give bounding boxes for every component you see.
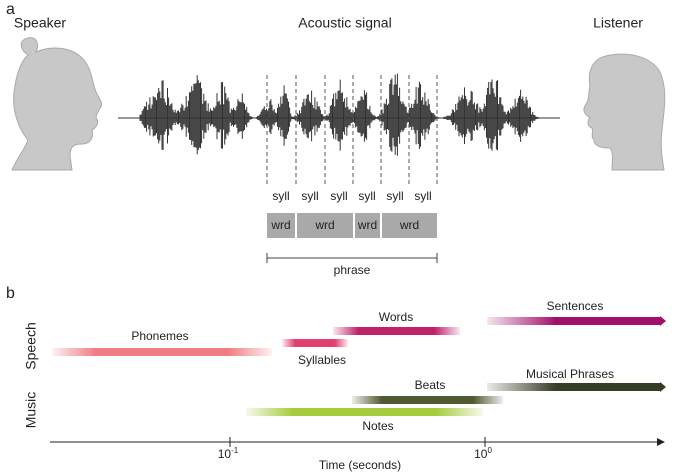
syllable-label: syll bbox=[330, 189, 347, 203]
bar-arrow bbox=[660, 382, 666, 392]
signal-label: Acoustic signal bbox=[298, 15, 391, 31]
timescale-bar bbox=[487, 317, 660, 325]
group-label: Speech bbox=[23, 322, 39, 369]
syllable-label: syll bbox=[414, 189, 431, 203]
speaker-head bbox=[11, 37, 103, 171]
word-label: wrd bbox=[357, 218, 377, 232]
word-label: wrd bbox=[270, 218, 290, 232]
segmentation: syll syll syll syll syll syll wrd wrd wrd wrd bbox=[266, 75, 438, 238]
timescale-label: Words bbox=[379, 310, 413, 324]
syllable-label: syll bbox=[358, 189, 375, 203]
timescale-label: Notes bbox=[362, 419, 393, 433]
x-tick-label: 100 bbox=[474, 446, 492, 461]
timescale-label: Phonemes bbox=[131, 329, 188, 343]
timescale-label: Syllables bbox=[298, 353, 346, 367]
syllable-label: syll bbox=[386, 189, 403, 203]
tick-base: 10 bbox=[474, 447, 488, 461]
speaker-label: Speaker bbox=[14, 15, 66, 31]
x-axis-label: Time (seconds) bbox=[319, 458, 401, 472]
waveform bbox=[118, 73, 560, 156]
timescale-bar bbox=[333, 327, 460, 335]
bar-arrow bbox=[660, 316, 666, 326]
group-label: Music bbox=[23, 392, 39, 429]
syllable-label: syll bbox=[301, 189, 318, 203]
word-box bbox=[267, 213, 295, 238]
timescale-label: Sentences bbox=[547, 299, 604, 313]
timescale-label: Beats bbox=[415, 378, 446, 392]
word-label: wrd bbox=[314, 218, 334, 232]
tick-exp: -1 bbox=[231, 446, 239, 455]
timescale-bar bbox=[282, 339, 348, 347]
timescale-bar bbox=[352, 396, 503, 404]
tick-base: 10 bbox=[218, 447, 232, 461]
timescales: Phonemes Syllables Words Sentences Beats Musi… bbox=[52, 299, 666, 433]
panel-label: b bbox=[6, 285, 15, 302]
word-label: wrd bbox=[399, 218, 419, 232]
x-tick-label: 10-1 bbox=[218, 446, 239, 461]
signal bbox=[139, 73, 540, 156]
timescale-bar bbox=[52, 348, 272, 356]
phrase-label: phrase bbox=[334, 263, 371, 277]
tick-exp: 0 bbox=[487, 446, 492, 455]
listener-head bbox=[583, 53, 666, 171]
syllable-label: syll bbox=[272, 189, 289, 203]
listener-label: Listener bbox=[593, 15, 643, 31]
word-box bbox=[382, 213, 437, 238]
timescale-label: Musical Phrases bbox=[526, 367, 614, 381]
timescale-bar bbox=[487, 383, 660, 391]
panel-label: a bbox=[6, 1, 15, 18]
word-box bbox=[297, 213, 353, 238]
word-box bbox=[355, 213, 380, 238]
timescale-bar bbox=[246, 408, 483, 416]
